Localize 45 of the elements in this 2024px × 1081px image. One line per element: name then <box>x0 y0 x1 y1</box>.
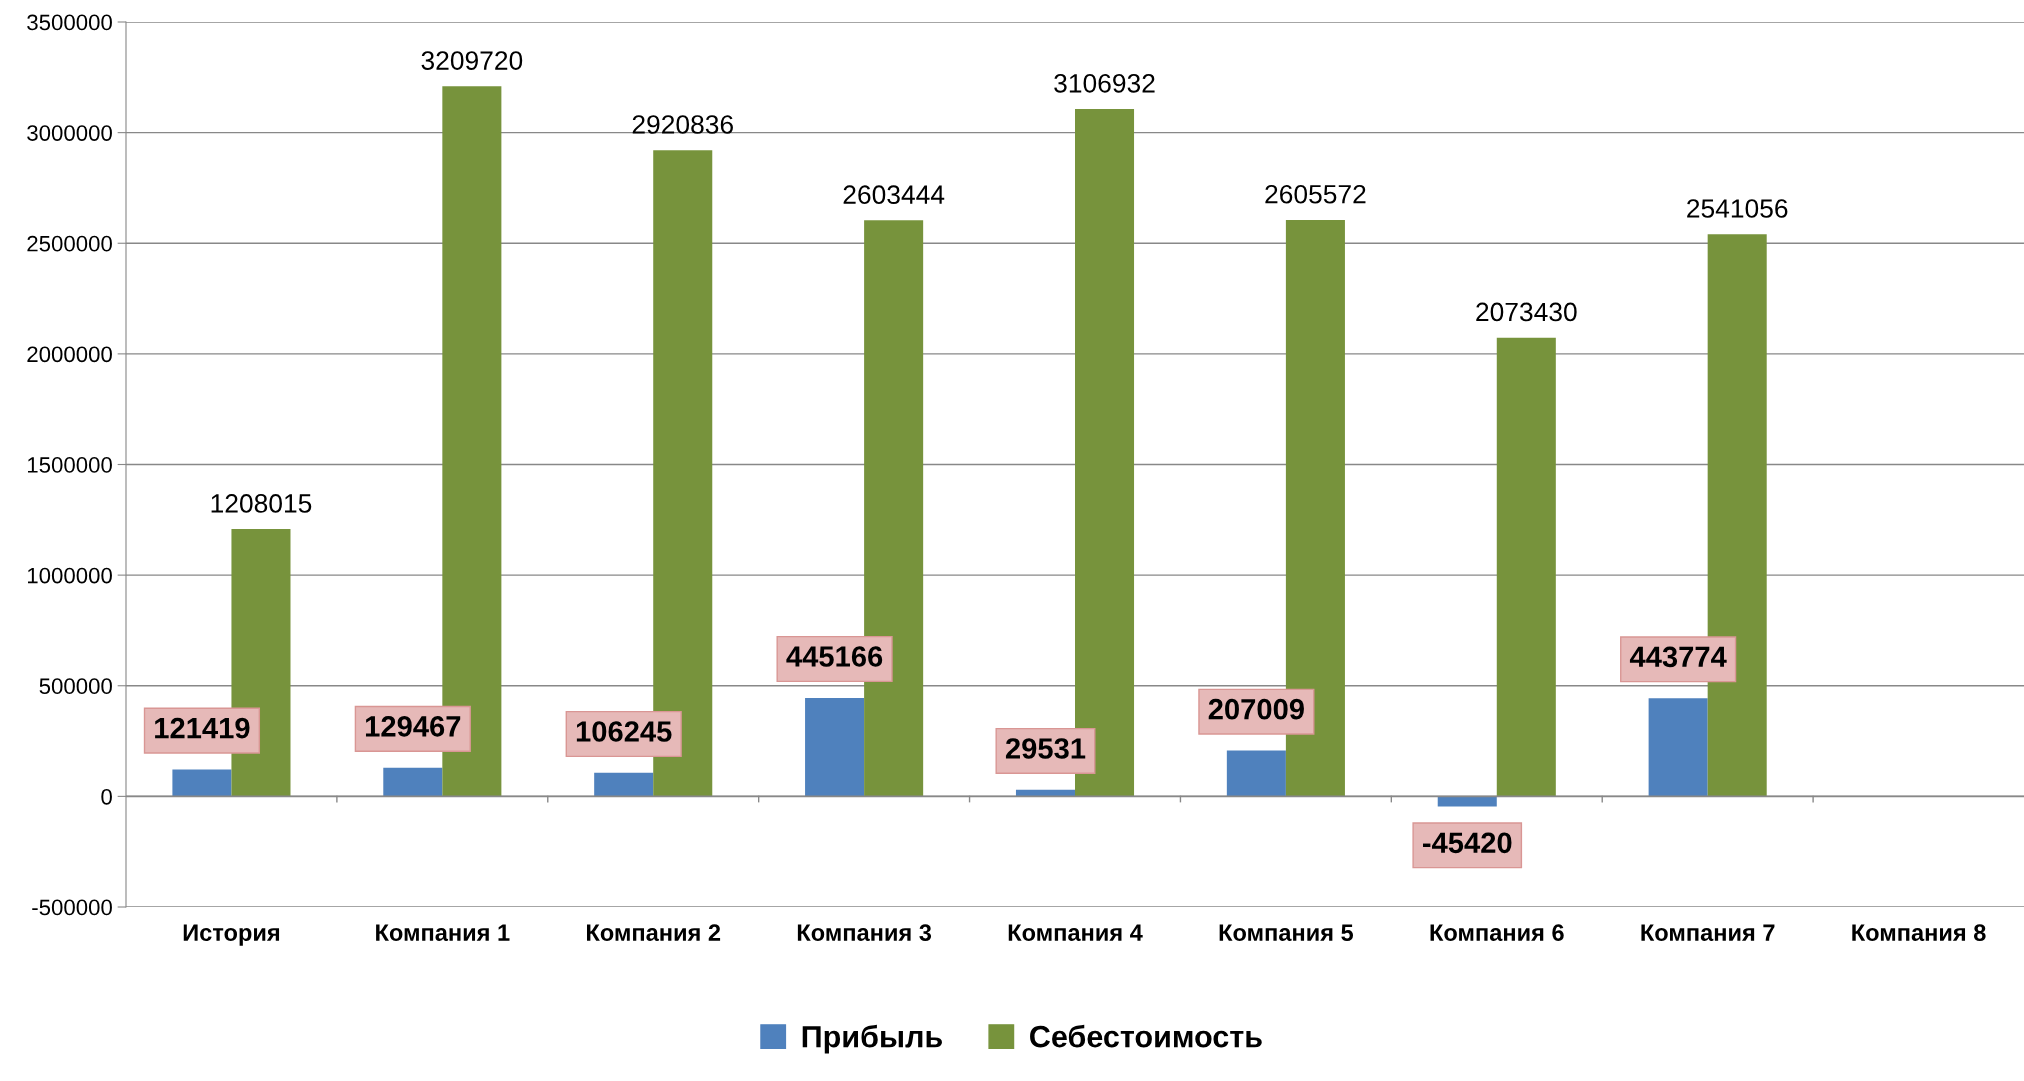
data-label: 29531 <box>1005 738 1086 759</box>
y-tick-label: 2000000 <box>27 346 112 363</box>
y-tick-label: -500000 <box>32 899 112 916</box>
bar <box>383 767 443 797</box>
data-label: 106245 <box>576 721 672 742</box>
data-label: 1208015 <box>211 494 312 513</box>
data-label: 129467 <box>365 716 461 737</box>
legend-label: Прибыль <box>802 1024 942 1054</box>
data-label: 2073430 <box>1476 302 1577 322</box>
bar <box>1015 789 1075 797</box>
x-tick-label: Компания 8 <box>1852 924 1986 942</box>
legend-label: Себестоимость <box>1030 1024 1262 1048</box>
data-label: 2920836 <box>632 115 733 134</box>
data-label: 2541056 <box>1687 199 1788 218</box>
y-tick-label: 1500000 <box>28 457 112 473</box>
y-tick-label: 0 <box>101 788 112 805</box>
y-tick-label: 3000000 <box>27 125 112 141</box>
data-label: 2603444 <box>843 185 945 205</box>
x-tick-label: Компания 2 <box>587 924 721 942</box>
data-label: 3106932 <box>1054 73 1155 93</box>
data-label: 443774 <box>1629 646 1727 668</box>
x-tick-label: Компания 3 <box>797 924 932 942</box>
bar <box>594 772 654 797</box>
y-tick-label: 2500000 <box>27 235 112 252</box>
bar <box>1226 750 1286 797</box>
y-tick-label: 1000000 <box>28 567 112 584</box>
bar <box>172 769 232 797</box>
y-tick-label: 500000 <box>39 678 112 695</box>
x-tick-label: Компания 1 <box>376 924 510 942</box>
bar <box>805 697 865 797</box>
data-label: 445166 <box>786 646 883 667</box>
x-tick-label: Компания 4 <box>1008 924 1143 942</box>
bar <box>1496 337 1556 797</box>
x-tick-label: История <box>183 924 280 946</box>
x-tick-label: Компания 5 <box>1219 924 1354 942</box>
data-label: 2605572 <box>1265 184 1366 204</box>
data-label: 3209720 <box>421 51 523 70</box>
data-label: 207009 <box>1208 698 1304 720</box>
data-label: 121419 <box>155 717 250 739</box>
y-tick-label: 3500000 <box>27 14 112 31</box>
x-tick-label: Компания 7 <box>1641 924 1775 942</box>
x-tick-label: Компания 6 <box>1430 924 1564 942</box>
bar <box>1437 796 1497 807</box>
bar <box>1648 698 1708 797</box>
data-label: -45420 <box>1422 832 1512 854</box>
